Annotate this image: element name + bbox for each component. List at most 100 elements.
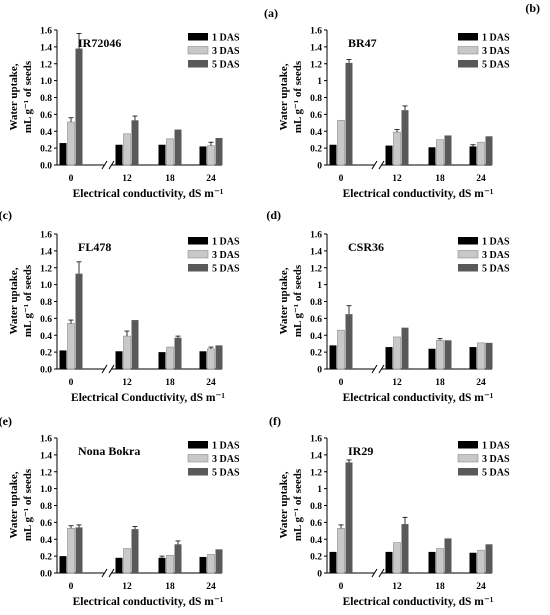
y-tick-label: 0.6: [40, 315, 52, 325]
x-tick-label: 24: [206, 378, 216, 388]
y-tick-label: 1.6: [310, 231, 322, 241]
axis-break-mark: [371, 364, 378, 374]
legend-label: 3 DAS: [482, 250, 510, 261]
legend-swatch: [188, 60, 208, 68]
y-axis-label: Water uptake,: [278, 63, 290, 130]
legend-label: 1 DAS: [212, 237, 240, 248]
y-tick-label: 0.2: [310, 145, 322, 155]
chart-title: BR47: [348, 36, 377, 50]
x-axis-label: Electrical conductivity, dS m⁻¹: [343, 188, 494, 200]
bar: [215, 138, 223, 165]
panel-label: (d): [266, 208, 281, 222]
bar: [469, 146, 477, 165]
y-tick-label: 0: [317, 570, 322, 580]
bar: [158, 557, 166, 573]
x-tick-label: 0: [69, 174, 74, 184]
bar: [401, 110, 409, 165]
bar: [477, 141, 485, 166]
axis-break-mark: [378, 364, 385, 374]
bar: [485, 342, 493, 369]
y-tick-label: 0.8: [40, 502, 52, 512]
x-tick-label: 12: [122, 582, 132, 592]
bar: [444, 135, 452, 165]
y-tick-label: 1.6: [40, 231, 52, 241]
y-tick-label: 0.2: [40, 145, 52, 155]
y-tick-label: 0: [317, 162, 322, 172]
y-tick-label: 0.2: [40, 553, 52, 563]
y-tick-label: 1.0: [40, 77, 52, 87]
y-tick-label: 1.4: [40, 451, 52, 461]
y-tick-label: 0.4: [310, 128, 322, 138]
x-tick-label: 24: [476, 582, 486, 592]
y-tick-label: 1.2: [310, 468, 322, 478]
bar: [428, 147, 436, 165]
y-tick-label: 0.8: [40, 298, 52, 308]
y-tick-label: 1.2: [40, 468, 52, 478]
bar: [67, 527, 75, 574]
y-axis-label: Water uptake,: [278, 471, 290, 538]
legend-swatch: [458, 468, 478, 476]
legend-swatch: [457, 454, 479, 463]
y-tick-label: 1.4: [310, 247, 322, 257]
bar: [174, 544, 182, 573]
bar: [444, 340, 452, 369]
x-tick-label: 24: [476, 378, 486, 388]
chart-title: IR72046: [78, 36, 121, 50]
bar: [207, 348, 215, 370]
chart-title: CSR36: [348, 240, 384, 254]
bar: [444, 538, 452, 573]
panel-label: (e): [0, 414, 12, 428]
x-tick-label: 12: [392, 582, 402, 592]
y-tick-label: 0.2: [310, 553, 322, 563]
legend-label: 5 DAS: [482, 264, 510, 275]
y-tick-label: 1.2: [310, 60, 322, 70]
bar: [158, 352, 166, 369]
bar: [59, 556, 67, 573]
bar: [199, 146, 207, 165]
y-tick-label: 0.4: [310, 332, 322, 342]
bar: [75, 527, 83, 573]
bar: [385, 347, 393, 369]
x-tick-label: 18: [165, 582, 175, 592]
bar: [115, 557, 123, 573]
bar: [131, 120, 139, 165]
y-tick-label: 0: [317, 366, 322, 376]
bar: [166, 138, 174, 166]
bar: [345, 314, 353, 369]
bar: [436, 139, 444, 166]
legend-label: 3 DAS: [482, 454, 510, 465]
y-tick-label: 0.4: [40, 128, 52, 138]
bar: [428, 348, 436, 369]
y-tick-label: 1.2: [40, 60, 52, 70]
legend-swatch: [188, 237, 208, 245]
bar: [215, 345, 223, 369]
bar: [199, 351, 207, 369]
y-tick-label: 0.6: [40, 519, 52, 529]
legend-label: 5 DAS: [212, 60, 240, 71]
x-tick-label: 0: [339, 174, 344, 184]
axis-break-mark: [378, 160, 385, 170]
bar: [123, 133, 131, 166]
legend-swatch: [458, 33, 478, 41]
legend-swatch: [458, 60, 478, 68]
y-tick-label: 1.4: [40, 43, 52, 53]
x-axis-label: Electrical conductivity, dS m⁻¹: [73, 596, 224, 608]
bar: [485, 544, 493, 573]
y-tick-label: 0.6: [40, 111, 52, 121]
y-tick-label: 1.4: [40, 247, 52, 257]
x-tick-label: 18: [435, 174, 445, 184]
legend-label: 3 DAS: [482, 46, 510, 57]
legend-swatch: [458, 441, 478, 449]
bar: [393, 336, 401, 370]
y-axis-label: mL g⁻¹ of seeds: [292, 468, 304, 541]
legend-label: 3 DAS: [212, 46, 240, 57]
x-tick-label: 18: [435, 378, 445, 388]
y-axis-label: Water uptake,: [8, 471, 20, 538]
bar: [385, 145, 393, 165]
legend-swatch: [188, 33, 208, 41]
y-tick-label: 1: [317, 281, 322, 291]
axis-break-mark: [108, 364, 115, 374]
legend-swatch: [188, 441, 208, 449]
x-tick-label: 18: [165, 174, 175, 184]
y-tick-label: 1: [317, 485, 322, 495]
